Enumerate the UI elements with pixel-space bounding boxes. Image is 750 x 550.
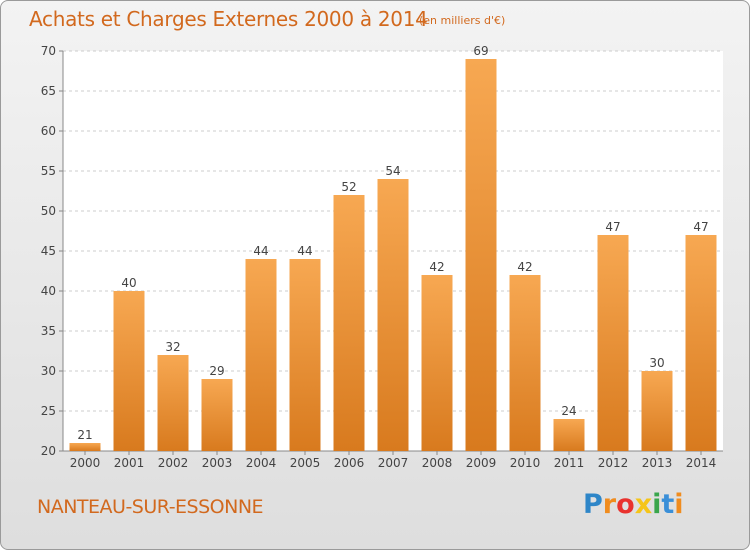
data-label: 54 xyxy=(385,164,400,178)
bar xyxy=(465,59,497,451)
x-tick-label: 2003 xyxy=(202,456,233,470)
x-tick-label: 2013 xyxy=(642,456,673,470)
x-tick-label: 2007 xyxy=(378,456,409,470)
proxiti-logo: Proxiti xyxy=(583,489,684,520)
bar xyxy=(69,443,101,451)
y-tick-label: 50 xyxy=(41,204,56,218)
y-tick-label: 35 xyxy=(41,324,56,338)
x-tick-label: 2014 xyxy=(686,456,717,470)
bar xyxy=(597,235,629,451)
data-label: 30 xyxy=(649,356,664,370)
y-tick-label: 40 xyxy=(41,284,56,298)
bar xyxy=(509,275,541,451)
x-tick-label: 2004 xyxy=(246,456,277,470)
data-label: 44 xyxy=(253,244,268,258)
bar xyxy=(289,259,321,451)
y-tick-label: 25 xyxy=(41,404,56,418)
data-label: 32 xyxy=(165,340,180,354)
data-label: 52 xyxy=(341,180,356,194)
y-tick-label: 55 xyxy=(41,164,56,178)
data-label: 42 xyxy=(517,260,532,274)
data-label: 24 xyxy=(561,404,576,418)
x-tick-label: 2001 xyxy=(114,456,145,470)
data-label: 21 xyxy=(77,428,92,442)
x-tick-label: 2000 xyxy=(70,456,101,470)
bar xyxy=(685,235,717,451)
bar xyxy=(113,291,145,451)
x-tick-label: 2005 xyxy=(290,456,321,470)
bar xyxy=(157,355,189,451)
y-tick-label: 70 xyxy=(41,44,56,58)
x-tick-label: 2009 xyxy=(466,456,497,470)
y-tick-label: 20 xyxy=(41,444,56,458)
data-label: 29 xyxy=(209,364,224,378)
bar xyxy=(553,419,585,451)
bar xyxy=(333,195,365,451)
bar xyxy=(421,275,453,451)
bar xyxy=(245,259,277,451)
x-tick-label: 2012 xyxy=(598,456,629,470)
town-name: NANTEAU-SUR-ESSONNE xyxy=(37,496,264,518)
y-tick-label: 45 xyxy=(41,244,56,258)
x-tick-label: 2010 xyxy=(510,456,541,470)
y-tick-label: 30 xyxy=(41,364,56,378)
x-tick-label: 2002 xyxy=(158,456,189,470)
data-label: 47 xyxy=(693,220,708,234)
chart-subtitle: (en milliers d'€) xyxy=(419,14,506,27)
bar xyxy=(377,179,409,451)
data-label: 40 xyxy=(121,276,136,290)
chart-title: Achats et Charges Externes 2000 à 2014 xyxy=(29,7,428,31)
data-label: 47 xyxy=(605,220,620,234)
bar xyxy=(201,379,233,451)
x-tick-label: 2006 xyxy=(334,456,365,470)
data-label: 44 xyxy=(297,244,312,258)
y-tick-label: 60 xyxy=(41,124,56,138)
x-tick-label: 2011 xyxy=(554,456,585,470)
data-label: 42 xyxy=(429,260,444,274)
y-tick-label: 65 xyxy=(41,84,56,98)
bar xyxy=(641,371,673,451)
data-label: 69 xyxy=(473,44,488,58)
x-tick-label: 2008 xyxy=(422,456,453,470)
